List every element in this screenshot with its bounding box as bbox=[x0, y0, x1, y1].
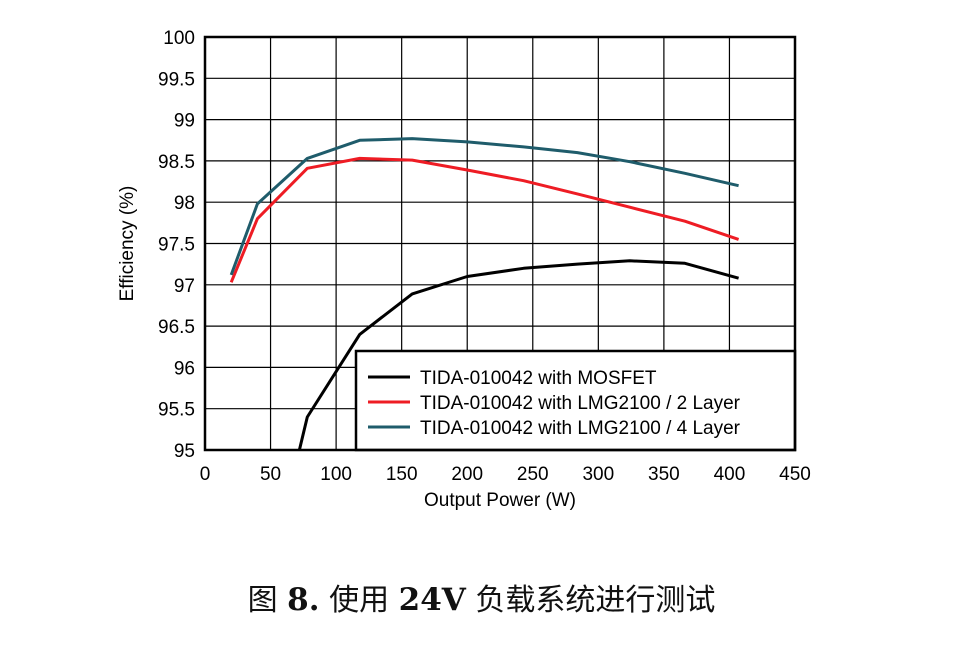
x-tick-label: 350 bbox=[648, 464, 680, 485]
figure-caption: 图 8. 使用 24V 负载系统进行测试 bbox=[0, 575, 963, 619]
y-tick-label: 97 bbox=[174, 276, 195, 297]
x-tick-label: 300 bbox=[582, 464, 614, 485]
x-tick-label: 50 bbox=[260, 464, 281, 485]
x-tick-label: 400 bbox=[714, 464, 746, 485]
y-tick-label: 95.5 bbox=[158, 400, 195, 421]
series-line-3 bbox=[229, 137, 739, 276]
plot-frame bbox=[203, 35, 797, 452]
x-tick-label: 0 bbox=[200, 464, 211, 485]
y-tick-label: 98 bbox=[174, 193, 195, 214]
legend-label-3: TIDA-010042 with LMG2100 / 4 Layer bbox=[420, 418, 741, 439]
legend-label-1: TIDA-010042 with MOSFET bbox=[420, 368, 657, 389]
y-tick-label: 96 bbox=[174, 358, 195, 379]
legend-box bbox=[354, 349, 797, 452]
x-tick-labels: 0 50 100 150 200 250 300 350 400 450 bbox=[200, 464, 811, 485]
x-tick-label: 150 bbox=[386, 464, 418, 485]
y-tick-label: 96.5 bbox=[158, 317, 195, 338]
y-tick-labels: 95 95.5 96 96.5 97 97.5 98 98.5 99 99.5 100 bbox=[158, 28, 195, 462]
efficiency-chart: TIDA-010042 with MOSFET TIDA-010042 with … bbox=[117, 28, 811, 511]
x-tick-label: 250 bbox=[517, 464, 549, 485]
y-tick-label: 99.5 bbox=[158, 69, 195, 90]
y-tick-label: 100 bbox=[163, 28, 195, 49]
series-line-1 bbox=[297, 259, 740, 450]
x-axis-label: Output Power (W) bbox=[424, 490, 576, 511]
y-tick-label: 98.5 bbox=[158, 152, 195, 173]
series-line-2 bbox=[229, 156, 740, 283]
series-layer bbox=[229, 137, 740, 450]
legend: TIDA-010042 with MOSFET TIDA-010042 with … bbox=[354, 349, 797, 452]
x-tick-label: 200 bbox=[451, 464, 483, 485]
y-tick-label: 97.5 bbox=[158, 235, 195, 256]
y-tick-label: 95 bbox=[174, 441, 195, 462]
legend-label-2: TIDA-010042 with LMG2100 / 2 Layer bbox=[420, 393, 741, 414]
caption-prefix: 图 bbox=[247, 583, 278, 618]
caption-figure-number: 8. bbox=[287, 582, 320, 618]
y-axis-label: Efficiency (%) bbox=[117, 186, 138, 302]
caption-text-before: 使用 bbox=[329, 583, 390, 618]
x-tick-label: 100 bbox=[320, 464, 352, 485]
y-tick-label: 99 bbox=[174, 111, 195, 132]
caption-voltage: 24V bbox=[398, 582, 466, 618]
caption-text-after: 负载系统进行测试 bbox=[475, 583, 716, 618]
x-tick-label: 450 bbox=[779, 464, 811, 485]
